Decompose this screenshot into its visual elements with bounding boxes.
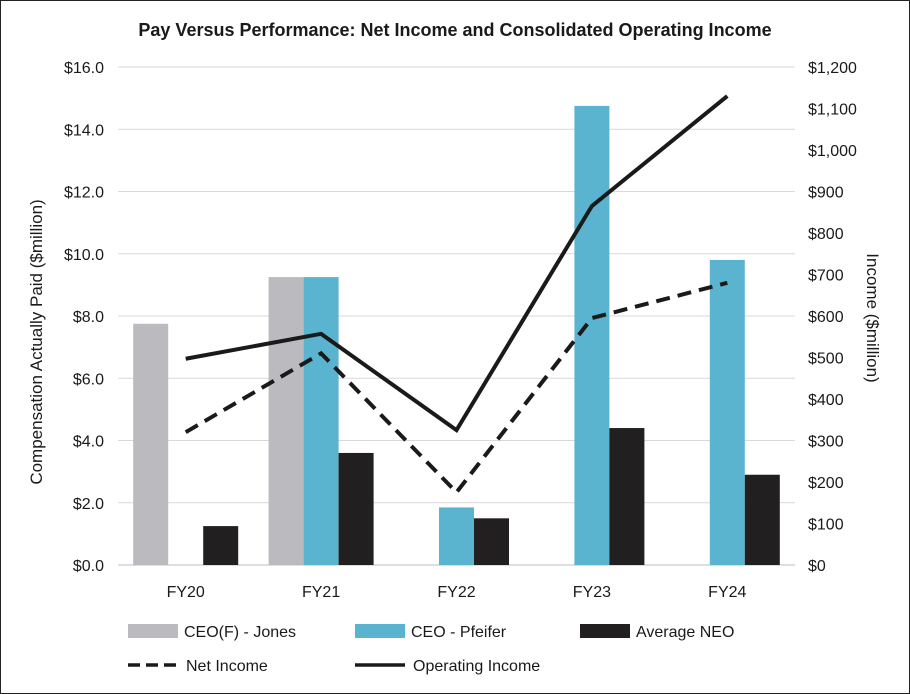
left-tick-label: $12.0 bbox=[64, 185, 104, 202]
bar-average-neo bbox=[338, 452, 374, 565]
right-tick-label: $1,100 bbox=[808, 102, 857, 119]
bar-average-neo bbox=[203, 526, 239, 565]
right-tick-label: $500 bbox=[808, 351, 844, 368]
bar-ceo-pfeifer bbox=[709, 259, 745, 565]
right-tick-label: $1,200 bbox=[808, 60, 857, 77]
legend-swatch bbox=[580, 624, 630, 638]
bar-ceo-pfeifer bbox=[439, 507, 474, 565]
right-tick-label: $200 bbox=[808, 475, 844, 492]
left-tick-label: $8.0 bbox=[73, 309, 104, 326]
left-tick-label: $14.0 bbox=[64, 122, 104, 139]
income-lines bbox=[184, 94, 729, 496]
left-tick-label: $2.0 bbox=[73, 496, 104, 513]
legend-label: Operating Income bbox=[413, 658, 540, 675]
right-axis-label: Income ($million) bbox=[863, 253, 882, 382]
x-tick-label: FY22 bbox=[437, 584, 475, 601]
right-tick-label: $0 bbox=[808, 558, 826, 575]
left-tick-label: $4.0 bbox=[73, 434, 104, 451]
x-axis-ticks: FY20 FY21 FY22 FY23 FY24 bbox=[167, 584, 747, 601]
legend-swatch bbox=[128, 624, 178, 638]
x-tick-label: FY23 bbox=[573, 584, 611, 601]
bar-average-neo bbox=[474, 518, 509, 565]
x-tick-label: FY24 bbox=[708, 584, 746, 601]
legend-label: Average NEO bbox=[636, 624, 734, 641]
right-tick-label: $600 bbox=[808, 309, 844, 326]
x-tick-label: FY21 bbox=[302, 584, 340, 601]
bar-ceo-pfeifer bbox=[303, 277, 339, 565]
left-tick-label: $0.0 bbox=[73, 558, 104, 575]
legend-swatch bbox=[355, 624, 405, 638]
left-tick-label: $10.0 bbox=[64, 247, 104, 264]
chart-title: Pay Versus Performance: Net Income and C… bbox=[138, 20, 771, 40]
bar-ceo-f-jones bbox=[268, 277, 304, 565]
legend-label: Net Income bbox=[186, 658, 268, 675]
legend-label: CEO(F) - Jones bbox=[184, 624, 296, 641]
right-axis-ticks: $0 $100 $200 $300 $400 $500 $600 $700 $800 $900 $1… bbox=[808, 60, 857, 575]
bar-average-neo bbox=[609, 428, 645, 565]
right-tick-label: $400 bbox=[808, 392, 844, 409]
right-tick-label: $300 bbox=[808, 434, 844, 451]
bar-ceo-f-jones bbox=[133, 323, 169, 565]
left-tick-label: $16.0 bbox=[64, 60, 104, 77]
right-tick-label: $100 bbox=[808, 517, 844, 534]
net-income-line bbox=[184, 280, 728, 496]
right-tick-label: $700 bbox=[808, 268, 844, 285]
legend: CEO(F) - Jones CEO - Pfeifer Average NEO Ne… bbox=[128, 624, 734, 675]
right-tick-label: $900 bbox=[808, 185, 844, 202]
left-axis-label: Compensation Actually Paid ($million) bbox=[27, 199, 46, 484]
right-tick-label: $800 bbox=[808, 226, 844, 243]
x-tick-label: FY20 bbox=[167, 584, 205, 601]
left-tick-label: $6.0 bbox=[73, 371, 104, 388]
operating-income-line bbox=[185, 94, 729, 434]
bar-average-neo bbox=[744, 474, 780, 565]
right-tick-label: $1,000 bbox=[808, 143, 857, 160]
bars bbox=[133, 105, 780, 565]
legend-label: CEO - Pfeifer bbox=[411, 624, 507, 641]
left-axis-ticks: $0.0 $2.0 $4.0 $6.0 $8.0 $10.0 $12.0 $14.0 $16.0 bbox=[64, 60, 104, 575]
